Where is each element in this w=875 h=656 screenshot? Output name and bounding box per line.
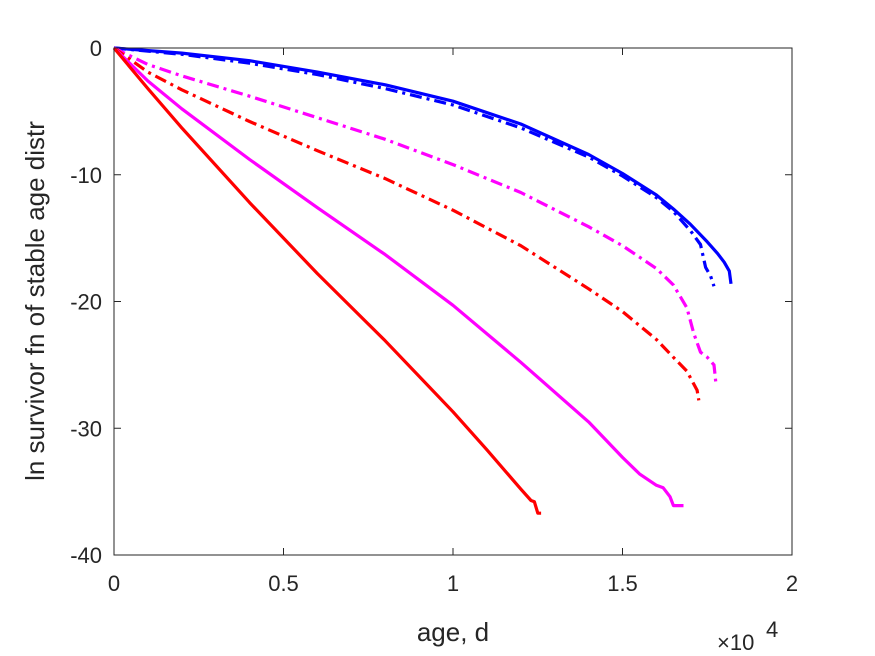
x-tick-label: 1: [447, 571, 459, 596]
x-axis-label: age, d: [417, 617, 489, 647]
series-layer: [112, 46, 733, 515]
series-line-2: [113, 46, 716, 287]
x-axis-multiplier: ×10 4: [717, 617, 778, 655]
plot-background: [114, 48, 792, 555]
y-tick-label: -10: [70, 163, 102, 188]
plot-area: [114, 48, 792, 555]
y-axis-label: ln survivor fn of stable age distr: [20, 121, 50, 481]
y-tick-label: -20: [70, 290, 102, 315]
x-tick-label: 0.5: [268, 571, 299, 596]
series-line-4: [113, 46, 701, 401]
x-axis-ticks: 0 0.5 1 1.5 2: [108, 48, 798, 596]
y-tick-label: -40: [70, 543, 102, 568]
y-tick-label: -30: [70, 416, 102, 441]
y-tick-label: 0: [90, 36, 102, 61]
series-line-5: [112, 46, 684, 508]
x-tick-label: 2: [786, 571, 798, 596]
x-tick-label: 1.5: [607, 571, 638, 596]
series-line-6: [112, 46, 542, 515]
series-line-3: [113, 46, 718, 382]
x-multiplier-exponent: 4: [766, 617, 778, 642]
x-multiplier-base: ×10: [717, 630, 754, 655]
y-axis-ticks: 0 -10 -20 -30 -40: [70, 36, 792, 568]
series-line-1: [113, 46, 733, 285]
x-tick-label: 0: [108, 571, 120, 596]
